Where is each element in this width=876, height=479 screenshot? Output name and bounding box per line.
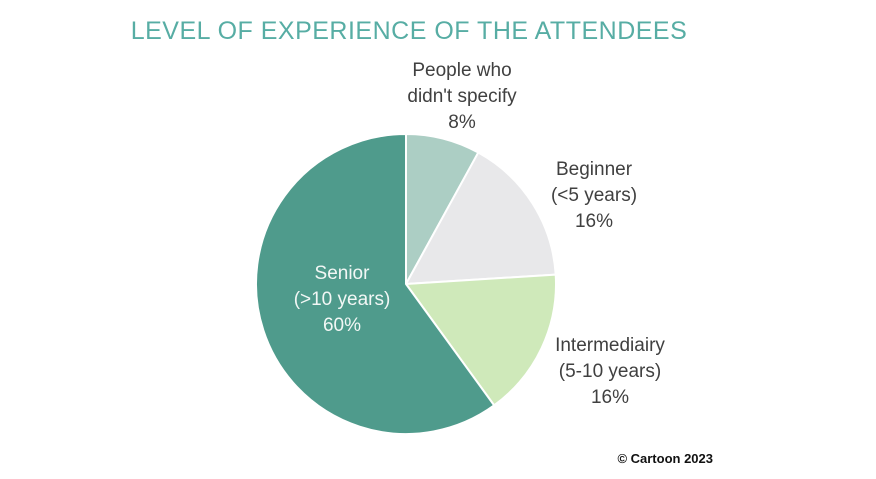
slice-label-intermediairy: Intermediairy (5-10 years) 16%: [500, 333, 720, 411]
slice-percent: 16%: [574, 211, 614, 232]
pie-slice-1: [405, 151, 557, 285]
slice-label-beginner: Beginner (<5 years) 16%: [484, 157, 704, 235]
slice-label-senior: Senior (>10 years) 60%: [232, 261, 452, 339]
slice-label-line: Intermediairy: [555, 335, 665, 356]
slice-percent: 8%: [448, 112, 476, 133]
slice-label-line: Senior: [314, 263, 370, 284]
pie-slice-2: [405, 273, 557, 407]
slice-label-line: (5-10 years): [558, 361, 662, 382]
pie-chart: [255, 133, 557, 435]
slice-percent: 16%: [590, 387, 630, 408]
slice-label-line: didn't specify: [407, 86, 517, 107]
chart-title: LEVEL OF EXPERIENCE OF THE ATTENDEES: [130, 17, 688, 45]
slice-label-line: (>10 years): [293, 289, 391, 310]
copyright-credit: © Cartoon 2023: [617, 451, 713, 466]
slice-label-line: Beginner: [555, 159, 633, 180]
slice-label-line: People who: [412, 60, 512, 81]
slice-label-people-who-didnt-specify: People who didn't specify 8%: [352, 58, 572, 136]
slice-percent: 60%: [322, 315, 362, 336]
slice-label-line: (<5 years): [550, 185, 638, 206]
pie-slice-3: [255, 133, 496, 435]
